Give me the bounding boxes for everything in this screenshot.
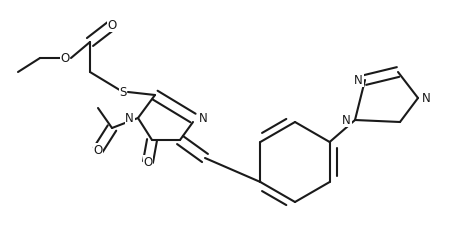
Text: N: N	[422, 91, 431, 105]
Text: N: N	[342, 114, 351, 127]
Text: N: N	[125, 111, 134, 124]
Text: O: O	[60, 51, 70, 64]
Text: O: O	[107, 18, 117, 32]
Text: S: S	[120, 86, 127, 99]
Text: O: O	[143, 155, 153, 169]
Text: N: N	[199, 111, 208, 124]
Text: O: O	[93, 143, 103, 156]
Text: N: N	[354, 73, 363, 87]
